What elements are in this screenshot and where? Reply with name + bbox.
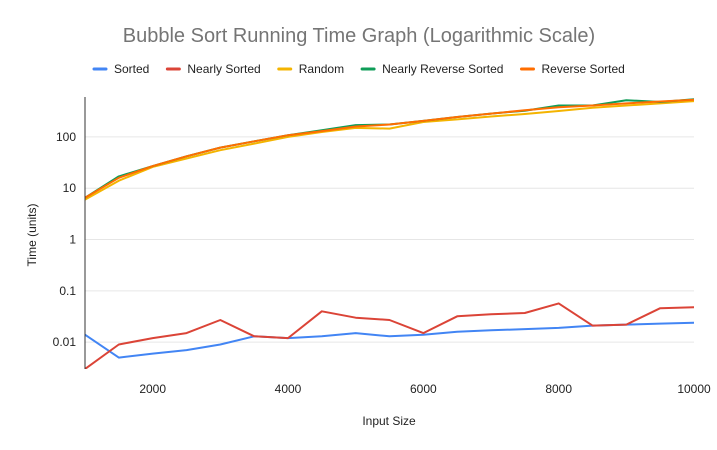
legend-label: Reverse Sorted — [541, 62, 624, 76]
y-tick-label: 1 — [69, 233, 76, 247]
legend-item-random[interactable]: Random — [277, 62, 344, 76]
x-axis-ticks: 2000 4000 6000 8000 10000 — [139, 382, 711, 396]
y-tick-label: 0.1 — [59, 284, 76, 298]
y-tick-label: 0.01 — [53, 335, 77, 349]
legend-item-nearly-reverse-sorted[interactable]: Nearly Reverse Sorted — [360, 62, 503, 76]
x-tick-label: 4000 — [275, 382, 302, 396]
legend-item-sorted[interactable]: Sorted — [92, 62, 149, 76]
legend-label: Nearly Sorted — [187, 62, 260, 76]
series-line-reverse-sorted — [85, 98, 694, 199]
series-line-nearly-reverse-sorted — [85, 98, 694, 199]
x-tick-label: 10000 — [677, 382, 711, 396]
legend-label: Nearly Reverse Sorted — [382, 62, 503, 76]
legend-label: Random — [299, 62, 344, 76]
gridlines — [85, 136, 694, 343]
series-line-nearly-sorted — [85, 302, 694, 369]
legend-item-nearly-sorted[interactable]: Nearly Sorted — [165, 62, 261, 76]
y-tick-label: 10 — [63, 181, 77, 195]
series-line-random — [85, 100, 694, 201]
x-tick-label: 6000 — [410, 382, 437, 396]
x-tick-label: 2000 — [139, 382, 166, 396]
y-tick-label: 100 — [56, 130, 76, 144]
x-axis-label: Input Size — [362, 414, 416, 428]
legend-label: Sorted — [114, 62, 149, 76]
y-axis-ticks: 0.01 0.1 1 10 100 — [53, 130, 77, 349]
series-lines — [85, 98, 694, 369]
y-axis-label: Time (units) — [25, 204, 39, 267]
chart-title: Bubble Sort Running Time Graph (Logarith… — [123, 25, 595, 47]
legend-item-reverse-sorted[interactable]: Reverse Sorted — [519, 62, 625, 76]
x-tick-label: 8000 — [545, 382, 572, 396]
series-line-sorted — [85, 321, 694, 359]
chart-legend: Sorted Nearly Sorted Random Nearly Reverse … — [92, 62, 625, 76]
